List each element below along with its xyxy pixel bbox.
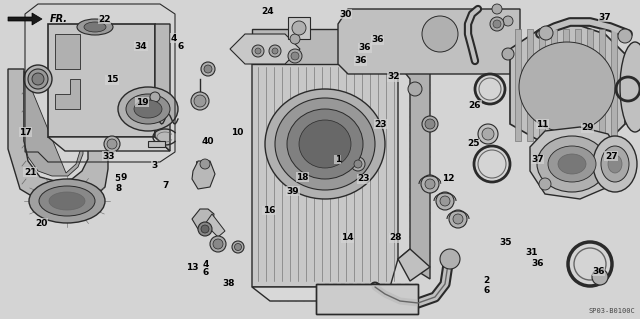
Circle shape: [618, 29, 632, 43]
Circle shape: [351, 157, 365, 171]
Text: 14: 14: [341, 233, 354, 242]
Text: 27: 27: [605, 152, 618, 161]
Circle shape: [290, 34, 300, 44]
Polygon shape: [155, 24, 170, 151]
Text: 32: 32: [387, 72, 400, 81]
Circle shape: [421, 175, 439, 193]
Polygon shape: [539, 29, 545, 141]
Text: 15: 15: [106, 75, 118, 84]
Circle shape: [539, 26, 553, 40]
Text: 18: 18: [296, 173, 309, 182]
Circle shape: [150, 92, 160, 102]
Text: 26: 26: [468, 101, 481, 110]
Text: 13: 13: [186, 263, 198, 272]
Circle shape: [210, 236, 226, 252]
Circle shape: [269, 45, 281, 57]
Polygon shape: [530, 127, 618, 199]
Text: 36: 36: [358, 43, 371, 52]
Text: 4: 4: [203, 260, 209, 269]
Polygon shape: [24, 22, 96, 176]
Circle shape: [24, 65, 52, 93]
Polygon shape: [288, 17, 310, 39]
Circle shape: [104, 136, 120, 152]
Polygon shape: [55, 79, 80, 109]
Polygon shape: [398, 29, 430, 279]
Polygon shape: [515, 29, 521, 141]
Polygon shape: [551, 29, 557, 141]
Ellipse shape: [265, 89, 385, 199]
Text: 34: 34: [134, 42, 147, 51]
Polygon shape: [575, 29, 581, 141]
Circle shape: [440, 196, 450, 206]
Text: 11: 11: [536, 120, 549, 129]
Text: 12: 12: [442, 174, 454, 183]
Text: 7: 7: [162, 181, 168, 189]
Text: 36: 36: [592, 267, 605, 276]
Polygon shape: [230, 34, 300, 64]
Ellipse shape: [608, 155, 622, 173]
Text: 35: 35: [499, 238, 512, 247]
Text: 6: 6: [203, 268, 209, 277]
Polygon shape: [587, 29, 593, 141]
Text: FR.: FR.: [50, 14, 68, 24]
Circle shape: [291, 52, 299, 60]
Text: 31: 31: [525, 248, 538, 256]
Polygon shape: [192, 161, 215, 189]
Ellipse shape: [601, 146, 629, 182]
Circle shape: [490, 17, 504, 31]
Circle shape: [493, 20, 501, 28]
Polygon shape: [192, 209, 214, 231]
Text: 29: 29: [581, 123, 594, 132]
Circle shape: [492, 4, 502, 14]
Text: 36: 36: [531, 259, 544, 268]
Polygon shape: [527, 29, 533, 141]
Ellipse shape: [134, 100, 162, 118]
Circle shape: [425, 179, 435, 189]
Text: 19: 19: [136, 98, 148, 107]
Circle shape: [478, 124, 498, 144]
Circle shape: [503, 16, 513, 26]
Polygon shape: [148, 141, 165, 147]
Text: 6: 6: [178, 42, 184, 51]
Circle shape: [200, 159, 210, 169]
Circle shape: [32, 73, 44, 85]
Circle shape: [292, 21, 306, 35]
Circle shape: [408, 82, 422, 96]
Polygon shape: [599, 29, 605, 141]
Text: 39: 39: [287, 187, 300, 196]
Ellipse shape: [548, 146, 596, 182]
Circle shape: [425, 119, 435, 129]
Ellipse shape: [593, 136, 637, 192]
Text: 10: 10: [230, 128, 243, 137]
Circle shape: [191, 92, 209, 110]
Text: 36: 36: [371, 35, 384, 44]
Ellipse shape: [299, 120, 351, 168]
Text: 23: 23: [374, 120, 387, 129]
Polygon shape: [252, 64, 398, 287]
Text: 24: 24: [261, 7, 274, 16]
Polygon shape: [8, 13, 42, 25]
Ellipse shape: [77, 19, 113, 35]
Text: 37: 37: [598, 13, 611, 22]
Polygon shape: [510, 24, 625, 149]
Circle shape: [252, 45, 264, 57]
Polygon shape: [563, 29, 569, 141]
Polygon shape: [48, 137, 170, 151]
Ellipse shape: [29, 179, 105, 223]
Ellipse shape: [118, 87, 178, 131]
Polygon shape: [338, 9, 520, 74]
Text: 23: 23: [357, 174, 370, 183]
Text: 16: 16: [262, 206, 275, 215]
Text: 33: 33: [102, 152, 115, 161]
Text: 21: 21: [24, 168, 36, 177]
Circle shape: [502, 48, 514, 60]
Circle shape: [234, 243, 241, 250]
Ellipse shape: [275, 98, 375, 190]
Circle shape: [107, 139, 117, 149]
Ellipse shape: [519, 42, 615, 132]
Text: 3: 3: [152, 161, 158, 170]
Text: 8: 8: [115, 184, 122, 193]
Circle shape: [272, 48, 278, 54]
Polygon shape: [252, 287, 410, 301]
